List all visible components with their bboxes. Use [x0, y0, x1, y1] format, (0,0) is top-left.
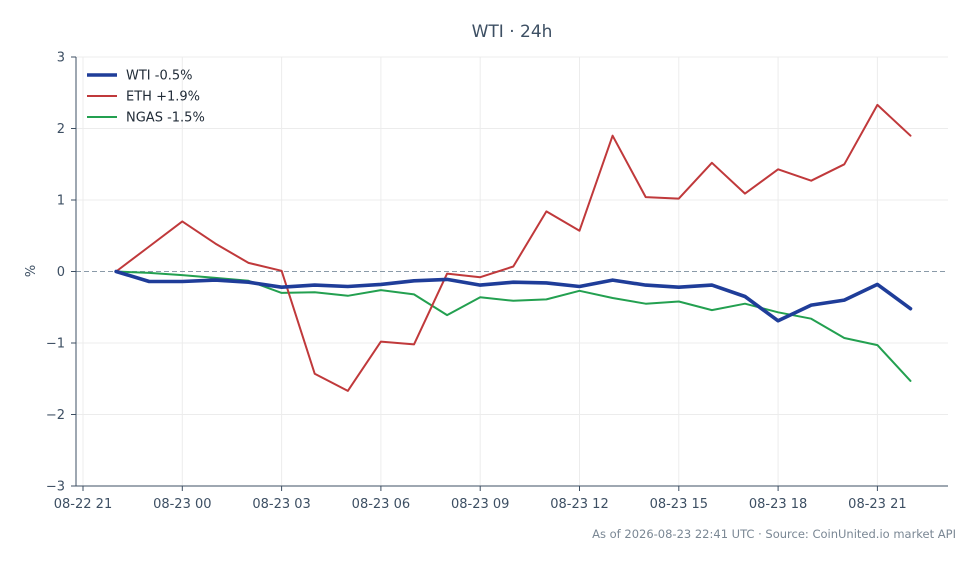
series-line-2 — [115, 270, 912, 382]
footer-note: As of 2026-08-23 22:41 UTC · Source: Coi… — [592, 527, 956, 541]
series-lines — [114, 103, 913, 392]
chart-title: WTI · 24h — [472, 22, 553, 42]
legend-label: ETH +1.9% — [126, 90, 200, 105]
grid — [76, 56, 948, 486]
x-tick-label: 08-23 12 — [550, 497, 608, 512]
y-tick-label: 3 — [57, 51, 65, 66]
y-tick-label: 2 — [57, 122, 65, 137]
y-tick-label: −3 — [46, 480, 65, 495]
x-tick-label: 08-22 21 — [54, 497, 112, 512]
axes: 3 2 1 0 −1 −2 −3 08-22 21 08-23 00 08-23 03 08-23 … — [46, 51, 948, 512]
legend: WTI -0.5% ETH +1.9% NGAS -1.5% — [87, 69, 205, 126]
y-axis-label: % — [24, 265, 39, 277]
x-tick-label: 08-23 09 — [451, 497, 509, 512]
legend-label: NGAS -1.5% — [126, 111, 205, 126]
x-tick-label: 08-23 18 — [749, 497, 807, 512]
x-tick-label: 08-23 03 — [252, 497, 310, 512]
x-tick-label: 08-23 21 — [848, 497, 906, 512]
x-tick-label: 08-23 06 — [352, 497, 410, 512]
y-tick-label: 0 — [57, 265, 65, 280]
series-line-1 — [115, 103, 912, 392]
y-tick-label: 1 — [57, 194, 65, 209]
y-tick-label: −2 — [46, 408, 65, 423]
y-tick-label: −1 — [46, 337, 65, 352]
x-tick-label: 08-23 00 — [153, 497, 211, 512]
legend-label: WTI -0.5% — [126, 69, 192, 84]
series-line-0 — [114, 269, 913, 323]
x-tick-label: 08-23 15 — [650, 497, 708, 512]
